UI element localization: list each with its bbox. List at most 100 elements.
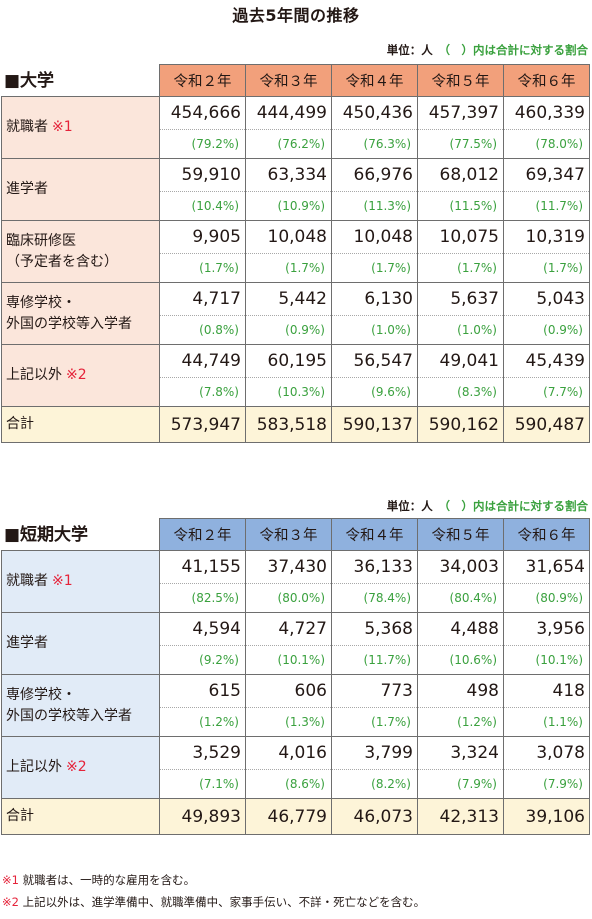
- header-row: 令和２年 令和３年 令和４年 令和５年 令和６年: [2, 518, 590, 551]
- value-cell: 49,041: [417, 344, 504, 378]
- row-label-cell: 専修学校・外国の学校等入学者: [1, 282, 160, 345]
- unit-note-university: 単位：人 （ ）内は合計に対する割合: [387, 42, 588, 58]
- value-cell: 10,048: [245, 220, 332, 254]
- table-row-values: 専修学校・ 外国の学校等入学者 4,717 5,442 6,130 5,637 5,043: [1, 282, 590, 345]
- percent-cell: (10.9%): [245, 191, 332, 221]
- value-cell: 44,749: [159, 344, 246, 378]
- year-header: 令和３年: [245, 64, 332, 97]
- row-label: 外国の学校等入学者: [6, 707, 132, 724]
- percent-cell: (7.7%): [503, 377, 590, 407]
- percent-cell: (78.4%): [331, 583, 418, 613]
- row-label: 就職者: [6, 573, 48, 589]
- percent-cell: (1.7%): [417, 253, 504, 283]
- percent-cell: (1.0%): [331, 315, 418, 345]
- value-cell: 498: [417, 674, 504, 708]
- value-cell: 66,976: [331, 158, 418, 192]
- percent-cell: (80.4%): [417, 583, 504, 613]
- row-label: 上記以外: [6, 367, 62, 383]
- university-table: 令和２年 令和３年 令和４年 令和５年 令和６年 就職者 ※1 454,666 444…: [1, 64, 590, 443]
- unit-label: 単位：人: [386, 499, 433, 513]
- total-value-cell: 590,487: [503, 406, 590, 443]
- value-cell: 460,339: [503, 96, 590, 130]
- percent-cell: (78.0%): [503, 129, 590, 159]
- value-cell: 37,430: [245, 550, 332, 584]
- total-value-cell: 583,518: [245, 406, 332, 443]
- table-row-percent: (9.2%) (10.1%) (11.7%) (10.6%) (10.1%): [2, 645, 590, 675]
- percent-cell: (10.3%): [245, 377, 332, 407]
- value-cell: 606: [245, 674, 332, 708]
- value-cell: 63,334: [245, 158, 332, 192]
- value-cell: 773: [331, 674, 418, 708]
- footnote-1: ※1 就職者は、一時的な雇用を含む。: [2, 872, 195, 888]
- year-header: 令和４年: [331, 518, 418, 551]
- total-label: 合計: [1, 798, 160, 835]
- value-cell: 5,368: [331, 612, 418, 646]
- percent-cell: (1.2%): [159, 707, 246, 737]
- row-label-cell: 就職者 ※1: [1, 550, 160, 613]
- value-cell: 3,529: [159, 736, 246, 770]
- row-label-cell: 進学者: [1, 612, 160, 675]
- year-header: 令和２年: [159, 518, 246, 551]
- row-label: 専修学校・: [6, 294, 76, 311]
- row-label: 就職者: [6, 119, 48, 135]
- row-label: 外国の学校等入学者: [6, 315, 132, 332]
- percent-cell: (1.7%): [503, 253, 590, 283]
- total-value-cell: 590,137: [331, 406, 418, 443]
- value-cell: 3,324: [417, 736, 504, 770]
- percent-cell: (8.6%): [245, 769, 332, 799]
- section-label-junior-college: ■短期大学: [4, 525, 89, 545]
- percent-cell: (11.5%): [417, 191, 504, 221]
- row-label: 専修学校・: [6, 686, 76, 703]
- row-label: 進学者: [6, 635, 48, 651]
- value-cell: 56,547: [331, 344, 418, 378]
- percent-cell: (8.2%): [331, 769, 418, 799]
- percent-cell: (10.1%): [245, 645, 332, 675]
- table-row-percent: (7.1%) (8.6%) (8.2%) (7.9%) (7.9%): [2, 769, 590, 799]
- year-header: 令和６年: [503, 64, 590, 97]
- value-cell: 69,347: [503, 158, 590, 192]
- corner-cell: [2, 519, 160, 551]
- footnote-text: 就職者は、一時的な雇用を含む。: [18, 873, 196, 887]
- value-cell: 5,637: [417, 282, 504, 316]
- percent-cell: (82.5%): [159, 583, 246, 613]
- footnote-mark: ※2: [66, 759, 87, 775]
- row-label-cell: 上記以外 ※2: [1, 344, 160, 407]
- value-cell: 31,654: [503, 550, 590, 584]
- percent-cell: (1.3%): [245, 707, 332, 737]
- value-cell: 418: [503, 674, 590, 708]
- value-cell: 450,436: [331, 96, 418, 130]
- year-header: 令和３年: [245, 518, 332, 551]
- total-row: 合計 49,893 46,779 46,073 42,313 39,106: [1, 798, 590, 835]
- percent-cell: (79.2%): [159, 129, 246, 159]
- table-row-values: 進学者 59,910 63,334 66,976 68,012 69,347: [1, 158, 590, 221]
- total-row: 合計 573,947 583,518 590,137 590,162 590,487: [1, 406, 590, 443]
- year-header: 令和６年: [503, 518, 590, 551]
- total-value-cell: 46,779: [245, 798, 332, 835]
- row-label-cell: 進学者: [1, 158, 160, 221]
- percent-cell: (7.9%): [417, 769, 504, 799]
- value-cell: 615: [159, 674, 246, 708]
- value-cell: 6,130: [331, 282, 418, 316]
- value-cell: 41,155: [159, 550, 246, 584]
- value-cell: 5,043: [503, 282, 590, 316]
- percent-cell: (76.3%): [331, 129, 418, 159]
- value-cell: 4,717: [159, 282, 246, 316]
- value-cell: 45,439: [503, 344, 590, 378]
- table-row-values: 専修学校・外国の学校等入学者 615 606 773 498 418: [1, 674, 590, 737]
- year-header: 令和２年: [159, 64, 246, 97]
- footnote-mark: ※1: [52, 119, 73, 135]
- value-cell: 3,078: [503, 736, 590, 770]
- table-row-percent: (82.5%) (80.0%) (78.4%) (80.4%) (80.9%): [2, 583, 590, 613]
- value-cell: 10,048: [331, 220, 418, 254]
- value-cell: 9,905: [159, 220, 246, 254]
- footnote-2: ※2 上記以外は、進学準備中、就職準備中、家事手伝い、不詳・死亡などを含む。: [2, 894, 425, 910]
- table-row-percent: (1.7%) (1.7%) (1.7%) (1.7%) (1.7%): [2, 253, 590, 283]
- value-cell: 5,442: [245, 282, 332, 316]
- value-cell: 34,003: [417, 550, 504, 584]
- percent-cell: (0.9%): [503, 315, 590, 345]
- row-label-cell: 就職者 ※1: [1, 96, 160, 159]
- value-cell: 10,319: [503, 220, 590, 254]
- footnote-mark: ※2: [66, 367, 87, 383]
- percent-cell: (7.1%): [159, 769, 246, 799]
- percent-cell: (10.4%): [159, 191, 246, 221]
